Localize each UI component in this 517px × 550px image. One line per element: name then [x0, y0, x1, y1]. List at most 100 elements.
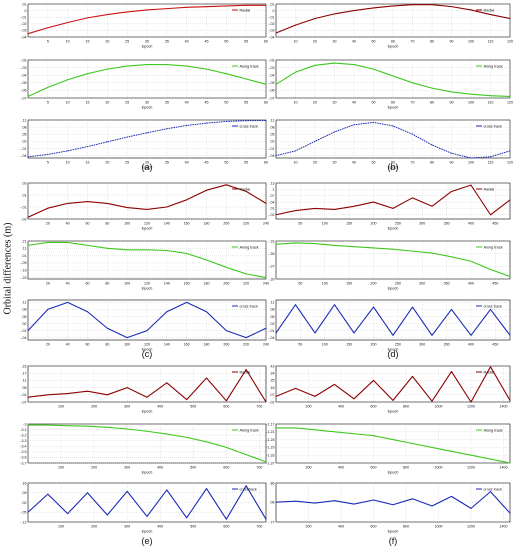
- data-point: [245, 273, 247, 275]
- data-point: [166, 128, 168, 130]
- data-point: [275, 83, 277, 85]
- y-tick-label: -.03: [268, 66, 274, 70]
- x-axis-label: Epoch: [388, 287, 399, 291]
- x-tick-label: 110: [488, 40, 494, 44]
- data-point: [126, 337, 128, 339]
- y-tick-label: 0: [25, 9, 27, 13]
- x-tick-label: 35: [165, 101, 169, 105]
- y-tick-label: .08: [22, 308, 27, 312]
- data-point: [225, 120, 227, 122]
- x-tick-label: 100: [468, 40, 474, 44]
- data-point: [27, 96, 29, 97]
- data-point: [412, 375, 413, 377]
- x-tick-label: 55: [244, 161, 248, 165]
- data-point: [490, 214, 491, 216]
- x-tick-label: 200: [91, 405, 97, 409]
- data-point: [470, 260, 472, 262]
- data-point: [373, 306, 374, 308]
- x-tick-label: 200: [306, 525, 312, 529]
- data-point: [225, 73, 227, 75]
- y-tick-label: -.04: [20, 154, 26, 158]
- data-point: [373, 201, 374, 203]
- data-point: [490, 14, 491, 16]
- data-point: [245, 78, 247, 80]
- data-point: [431, 252, 433, 254]
- x-tick-label: 100: [124, 343, 130, 347]
- data-point: [87, 390, 88, 392]
- legend-label: cross track: [240, 304, 258, 308]
- y-tick-label: -.01: [20, 147, 26, 151]
- data-point: [225, 184, 227, 186]
- data-point: [166, 64, 168, 66]
- x-tick-label: 300: [124, 466, 130, 470]
- data-point: [106, 14, 108, 16]
- data-point: [225, 446, 227, 448]
- panel-label: (d): [388, 349, 399, 359]
- x-tick-label: 20: [105, 161, 109, 165]
- y-tick-label: .04: [270, 200, 275, 204]
- x-tick-label: 110: [488, 101, 494, 105]
- data-point: [27, 424, 29, 426]
- x-tick-label: 300: [419, 222, 425, 226]
- data-point: [490, 95, 491, 97]
- subplot-p4-0: 100 200 300 400 500 600 700 .23 .17 .11 .05 -.01 -.0…: [20, 364, 267, 414]
- x-tick-label: 160: [184, 343, 190, 347]
- x-tick-label: 400: [338, 405, 344, 409]
- data-point: [470, 93, 472, 95]
- data-point: [27, 33, 29, 35]
- data-point: [334, 13, 335, 15]
- x-axis-label: Epoch: [388, 45, 399, 49]
- data-point: [431, 505, 433, 507]
- data-point: [295, 24, 296, 26]
- data-point: [87, 492, 88, 494]
- x-tick-label: 10: [294, 161, 298, 165]
- data-point: [106, 68, 108, 70]
- data-point: [392, 399, 394, 401]
- x-tick-label: 25: [125, 161, 129, 165]
- data-point: [47, 27, 49, 29]
- legend-label: cross track: [484, 487, 502, 491]
- data-point: [206, 488, 207, 490]
- data-point: [470, 454, 472, 456]
- data-point: [412, 250, 413, 252]
- x-tick-label: 5: [47, 161, 49, 165]
- x-tick-label: 90: [450, 40, 454, 44]
- x-tick-label: 10: [294, 101, 298, 105]
- y-tick-label: -1.17: [266, 422, 274, 426]
- data-point: [67, 301, 69, 303]
- y-tick-label: -3.7: [20, 461, 26, 465]
- x-axis-label: Epoch: [142, 45, 153, 49]
- data-point: [265, 4, 267, 6]
- data-point: [392, 248, 394, 250]
- x-tick-label: 450: [492, 282, 498, 286]
- x-axis-label: Epoch: [142, 166, 153, 170]
- data-point: [275, 427, 277, 429]
- data-point: [490, 308, 491, 310]
- y-tick-label: -.03: [20, 66, 26, 70]
- y-tick-label: .23: [22, 364, 27, 368]
- data-point: [451, 152, 452, 154]
- x-tick-label: 140: [164, 282, 170, 286]
- y-tick-label: .11: [22, 247, 27, 251]
- legend-label: crosstrack: [240, 487, 257, 491]
- x-axis-label: Epoch: [142, 227, 153, 231]
- data-point: [166, 489, 168, 491]
- panel-label: (c): [142, 349, 153, 359]
- x-tick-label: 400: [157, 466, 163, 470]
- x-tick-label: 25: [125, 101, 129, 105]
- x-tick-label: 45: [205, 161, 209, 165]
- subplot-p1-2: 10 20 30 40 50 60 70 80 90 100 110 120 .11 .08 .05 .02 -…: [268, 118, 513, 169]
- data-point: [106, 247, 108, 249]
- data-point: [186, 65, 188, 67]
- data-point: [509, 334, 511, 336]
- x-tick-label: 400: [338, 466, 344, 470]
- x-tick-label: 240: [263, 222, 269, 226]
- data-point: [275, 395, 277, 397]
- x-tick-label: 120: [507, 161, 513, 165]
- data-point: [87, 17, 88, 19]
- subplot-p5-1: 200 400 600 800 1000 1200 1400 -1.17 -1.21 -1.25 -…: [266, 422, 511, 475]
- data-point: [106, 141, 108, 143]
- y-tick-label: -.04: [268, 35, 274, 39]
- data-point: [373, 499, 374, 501]
- x-axis-label: Epoch: [142, 410, 153, 414]
